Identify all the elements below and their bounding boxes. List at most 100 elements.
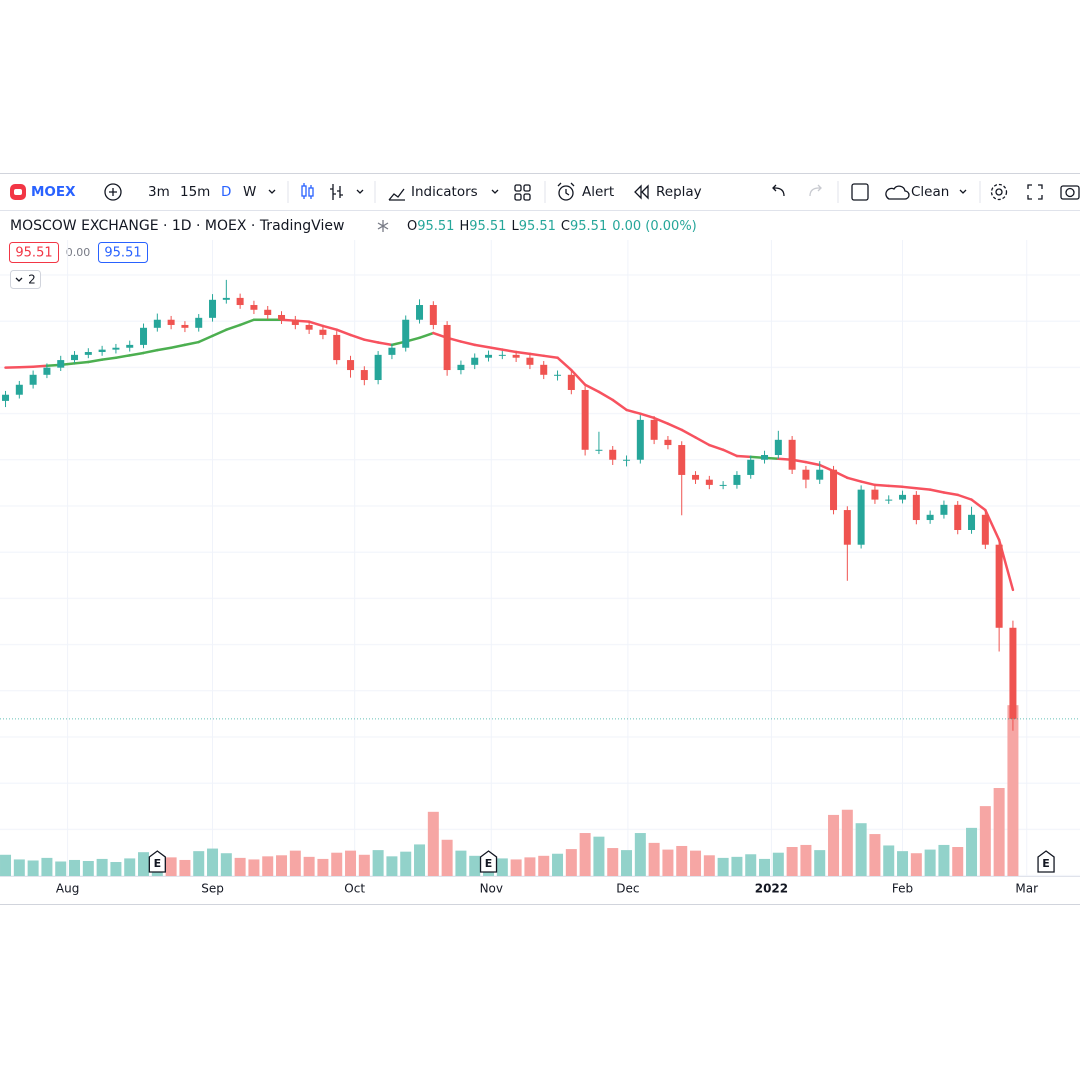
interval[interactable]: W — [243, 184, 256, 200]
volume-bar — [800, 844, 812, 876]
volume-bar — [400, 851, 412, 876]
candle-body — [843, 510, 851, 545]
indicators-button[interactable]: Indicators — [388, 184, 499, 201]
moving-average — [528, 352, 545, 358]
redo[interactable] — [809, 184, 822, 197]
candle-body — [360, 370, 368, 381]
candle-body — [664, 439, 672, 446]
chart-type-bars[interactable] — [330, 184, 343, 200]
volume-bar — [82, 860, 94, 876]
indicators-label[interactable]: Indicators — [411, 184, 478, 200]
ohlc-key: L — [511, 219, 519, 234]
volume-bar — [565, 849, 577, 876]
ohlc-value: 95.51 — [570, 219, 607, 234]
volume-bar — [579, 833, 591, 876]
moving-average — [87, 358, 104, 364]
volume-bar — [496, 858, 508, 876]
fullscreen-button[interactable] — [1027, 184, 1043, 200]
volume-bar — [165, 857, 177, 876]
candle-body — [581, 389, 589, 450]
volume-bar — [207, 848, 219, 876]
bid-pill[interactable] — [9, 242, 59, 263]
candle-body — [43, 367, 51, 375]
indicators-toggle[interactable] — [10, 270, 41, 289]
interval[interactable]: 3m — [148, 184, 170, 200]
volume-bar — [13, 859, 25, 876]
volume-bar — [193, 851, 205, 876]
volume-bar — [469, 855, 481, 876]
ask[interactable]: 95.51 — [104, 246, 141, 261]
moving-average — [225, 323, 242, 331]
candle-body — [98, 349, 106, 353]
candle-body — [305, 324, 313, 330]
volume-bar — [414, 844, 426, 876]
ohlc-key: H — [459, 219, 469, 234]
settings-button[interactable] — [990, 183, 1008, 201]
candle-body — [595, 449, 603, 451]
volume-bar — [276, 855, 288, 876]
moving-average — [735, 454, 752, 459]
moving-average — [100, 356, 118, 361]
moving-average — [307, 320, 325, 328]
volume-bar — [372, 850, 384, 876]
moving-average — [846, 476, 863, 483]
alert-button[interactable]: Alert — [557, 182, 614, 201]
dropdown[interactable] — [268, 189, 276, 194]
chart-type-candles[interactable] — [301, 183, 314, 199]
volume-bar — [0, 854, 12, 876]
templates-button[interactable] — [514, 184, 531, 201]
candle-body — [347, 360, 355, 371]
candle-body — [692, 474, 700, 480]
series-title: MOSCOW EXCHANGE · 1D · MOEX · TradingVie… — [10, 218, 344, 234]
interval[interactable]: 15m — [180, 184, 210, 200]
ohlc-values: O95.51 H95.51 L95.51 C95.51 0.00 (0.00%) — [407, 219, 697, 234]
replay-button[interactable]: Replay — [634, 184, 702, 200]
x-tick-label: Feb — [892, 882, 913, 896]
symbol-button[interactable]: MOEX — [10, 184, 76, 200]
background-grid — [0, 240, 1080, 876]
candle-body — [940, 504, 948, 515]
screenshot-button[interactable] — [1060, 185, 1080, 200]
ohlc-key: C — [561, 219, 570, 234]
volume-bar — [331, 852, 343, 876]
layout-button[interactable]: Clean — [885, 184, 967, 200]
ask-pill[interactable] — [98, 242, 148, 263]
indicators-count[interactable]: 2 — [28, 273, 36, 287]
candle-body — [71, 354, 79, 361]
interval-active[interactable]: D — [221, 184, 231, 200]
select-layout[interactable] — [851, 183, 869, 201]
candle-body — [388, 347, 396, 355]
compare-button[interactable] — [104, 183, 122, 201]
x-tick-label: Sep — [201, 882, 224, 896]
volume-bar — [427, 811, 439, 876]
volume-bar — [841, 809, 853, 876]
volume-bar — [607, 848, 619, 876]
replay-label[interactable]: Replay — [656, 184, 702, 200]
symbol[interactable]: MOEX — [31, 184, 76, 200]
candle-body — [968, 514, 976, 530]
volume-bar — [621, 850, 633, 876]
moving-average — [639, 412, 656, 420]
volume-bar — [938, 844, 950, 876]
moving-average — [804, 460, 821, 467]
moving-average — [859, 480, 877, 487]
volume-bar — [855, 823, 867, 876]
volume-bar — [662, 849, 674, 876]
bid[interactable]: 95.51 — [15, 246, 52, 261]
candle-body — [291, 319, 299, 325]
moving-average — [542, 354, 559, 359]
x-tick-label: Mar — [1015, 882, 1038, 896]
x-tick-label: Oct — [344, 882, 365, 896]
layout-label[interactable]: Clean — [911, 184, 949, 200]
plot — [0, 240, 1080, 876]
dropdown[interactable] — [356, 189, 364, 194]
alert-label[interactable]: Alert — [582, 184, 614, 200]
candle-body — [733, 474, 741, 485]
ohlc-value: 95.51 — [519, 219, 556, 234]
moving-average — [238, 318, 256, 327]
volume-bar — [910, 853, 922, 876]
moving-average — [556, 356, 573, 372]
undo[interactable] — [772, 184, 785, 197]
moving-average — [928, 488, 946, 494]
candle-body — [761, 455, 769, 460]
